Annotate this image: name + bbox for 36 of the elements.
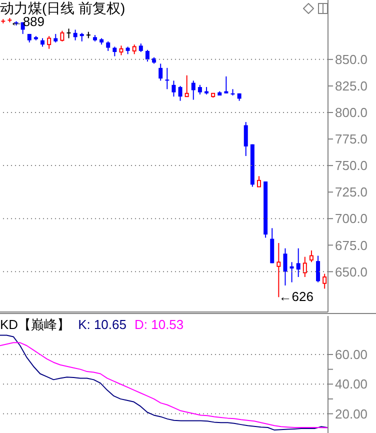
candlestick (106, 40, 110, 52)
annotation: ←889 (10, 14, 45, 30)
candlestick (178, 85, 182, 102)
candlestick (172, 80, 176, 98)
candlestick (296, 248, 300, 278)
candlestick (145, 49, 150, 62)
y-tick-label: 675.0 (335, 238, 368, 253)
text: D: 10.53 (134, 317, 184, 333)
y-tick-label: 825.0 (335, 78, 368, 94)
candlestick (244, 122, 248, 156)
y-tick-label: 20.00 (335, 406, 368, 422)
y-tick-label: 850.0 (335, 52, 368, 68)
y-tick-label: 800.0 (335, 105, 368, 120)
candlestick (316, 255, 320, 283)
annotation: ←626 (278, 289, 314, 306)
candlestick (283, 248, 288, 286)
y-tick-label: 725.0 (335, 184, 368, 200)
text: K: 10.65 (78, 317, 126, 333)
chart-title: KD【巅峰】 (0, 317, 70, 333)
y-tick-label: 775.0 (335, 132, 368, 147)
candlestick (276, 242, 281, 298)
candlestick (290, 262, 294, 283)
y-tick-label: 750.0 (335, 158, 368, 174)
y-tick-label: 60.00 (335, 347, 368, 362)
candlestick (224, 76, 228, 94)
candlestick (165, 67, 170, 90)
candlestick (66, 28, 71, 39)
y-tick-label: 40.00 (335, 376, 368, 392)
y-tick-label: 650.0 (335, 264, 368, 280)
y-tick-label: 700.0 (335, 211, 368, 226)
candlestick (198, 84, 202, 95)
candlestick (158, 63, 163, 82)
chart-title: 动力煤(日线 前复权) (0, 0, 126, 17)
candlestick (73, 29, 78, 41)
candlestick (191, 80, 196, 100)
candlestick (112, 46, 117, 57)
